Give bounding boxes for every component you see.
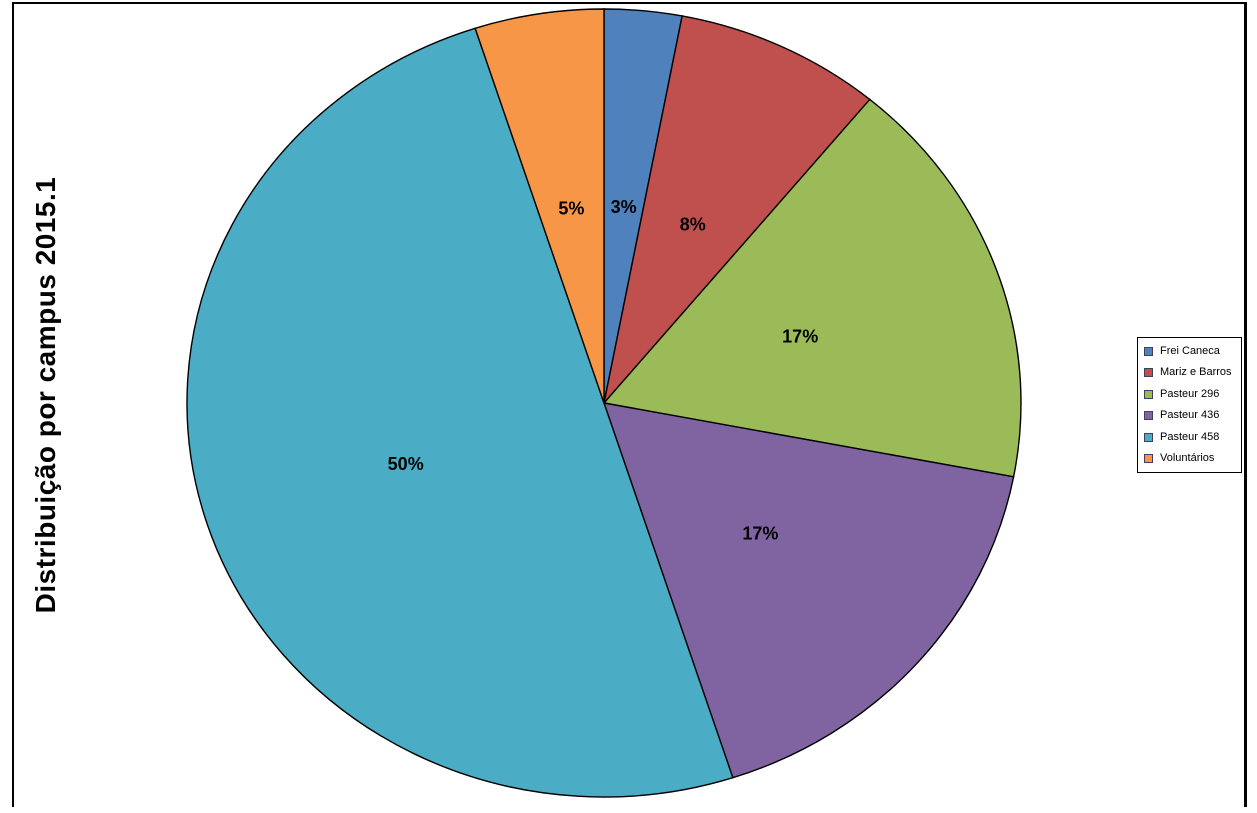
legend-item: Pasteur 436 (1144, 410, 1235, 421)
legend-swatch-pasteur-458 (1144, 432, 1153, 442)
pie-slice-percent-label: 8% (680, 215, 706, 235)
legend-item: Pasteur 296 (1144, 387, 1235, 400)
pie-slice-mariz-e-barros (602, 15, 871, 406)
pie-slice-pasteur-458 (186, 27, 734, 798)
legend-item: Voluntários (1144, 451, 1235, 464)
pie-slice-percent-label: 3% (611, 197, 637, 217)
pie-slice-percent-label: 50% (388, 454, 424, 474)
legend-item: Mariz e Barros (1144, 367, 1235, 378)
legend-label: Frei Caneca (1160, 345, 1220, 357)
pie-slice-pasteur-436 (602, 402, 1015, 779)
legend-label: Pasteur 296 (1160, 387, 1220, 400)
legend-item: Frei Caneca (1144, 346, 1235, 357)
legend: Frei Caneca Mariz e Barros Pasteur 296 P… (1137, 337, 1242, 473)
legend-swatch-mariz-e-barros (1144, 368, 1153, 378)
legend-item: Pasteur 458 (1144, 430, 1235, 443)
pie-slice-percent-label: 17% (742, 523, 778, 543)
pie-slice-percent-label: 5% (558, 198, 584, 218)
legend-label: Voluntários (1160, 451, 1215, 464)
legend-label: Pasteur 436 (1160, 409, 1220, 422)
pie-slice-percent-label: 17% (782, 326, 818, 346)
legend-swatch-pasteur-436 (1144, 411, 1153, 421)
legend-label: Pasteur 458 (1160, 430, 1220, 443)
legend-swatch-voluntarios (1144, 453, 1153, 463)
pie-slice-voluntarios (474, 8, 605, 404)
legend-swatch-pasteur-296 (1144, 389, 1153, 399)
legend-label: Mariz e Barros (1160, 366, 1232, 379)
pie-slice-pasteur-296 (602, 98, 1022, 478)
legend-swatch-frei-caneca (1144, 347, 1153, 356)
